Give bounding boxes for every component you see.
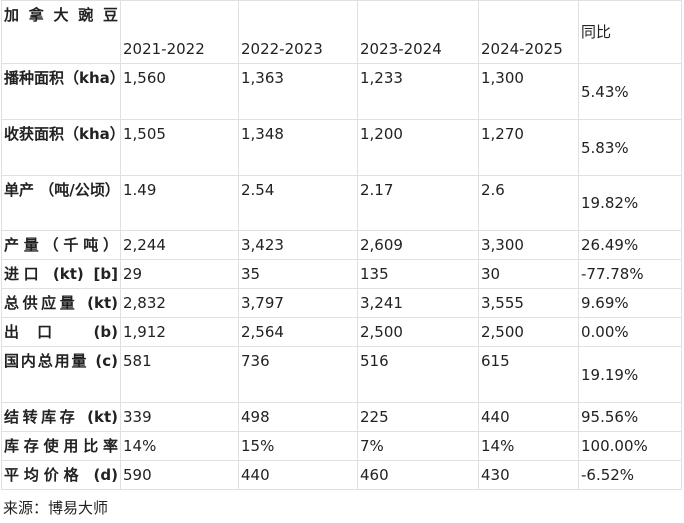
cell-value: 3,555 <box>478 288 579 318</box>
cell-value: 615 <box>478 346 579 403</box>
cell-value: 3,300 <box>478 230 579 260</box>
cell-value: 590 <box>120 460 239 490</box>
cell-value: 14% <box>478 431 579 461</box>
cell-value: 3,797 <box>238 288 358 318</box>
table-row: 加拿大豌豆 2021-2022 2022-2023 2023-2024 2024-202… <box>1 0 682 64</box>
yoy-value: 0.00% <box>578 317 682 347</box>
cell-value: 430 <box>478 460 579 490</box>
year-header: 2022-2023 <box>238 0 358 64</box>
row-label: 结转库存 (kt) <box>1 402 121 432</box>
row-label: 播种面积（kha） <box>1 63 121 120</box>
cell-value: 1,912 <box>120 317 239 347</box>
cell-value: 30 <box>478 259 579 289</box>
cell-value: 35 <box>238 259 358 289</box>
cell-value: 1,560 <box>120 63 239 120</box>
row-label: 产量（千吨） <box>1 230 121 260</box>
cell-value: 2.54 <box>238 175 358 231</box>
cell-value: 736 <box>238 346 358 403</box>
cell-value: 2,609 <box>357 230 479 260</box>
yoy-value: 19.82% <box>578 175 682 231</box>
cell-value: 1,200 <box>357 119 479 176</box>
table-row: 结转库存 (kt) 339 498 225 440 95.56% <box>1 402 682 432</box>
cell-value: 2,564 <box>238 317 358 347</box>
cell-value: 1,363 <box>238 63 358 120</box>
cell-value: 2,500 <box>357 317 479 347</box>
data-table: 加拿大豌豆 2021-2022 2022-2023 2023-2024 2024-202… <box>1 0 682 490</box>
cell-value: 516 <box>357 346 479 403</box>
table-row: 出口 (b) 1,912 2,564 2,500 2,500 0.00% <box>1 317 682 347</box>
cell-value: 29 <box>120 259 239 289</box>
year-header: 2023-2024 <box>357 0 479 64</box>
table-row: 国内总用量 (c) 581 736 516 615 19.19% <box>1 346 682 403</box>
row-label: 单产 （吨/公顷） <box>1 175 121 231</box>
yoy-value: 9.69% <box>578 288 682 318</box>
yoy-value: -6.52% <box>578 460 682 490</box>
yoy-value: 26.49% <box>578 230 682 260</box>
cell-value: 2.17 <box>357 175 479 231</box>
cell-value: 460 <box>357 460 479 490</box>
table-row: 收获面积（kha） 1,505 1,348 1,200 1,270 5.83% <box>1 119 682 176</box>
table-row: 产量（千吨） 2,244 3,423 2,609 3,300 26.49% <box>1 230 682 260</box>
yoy-value: 95.56% <box>578 402 682 432</box>
table-row: 单产 （吨/公顷） 1.49 2.54 2.17 2.6 19.82% <box>1 175 682 231</box>
row-label: 进口 (kt) [b] <box>1 259 121 289</box>
cell-value: 135 <box>357 259 479 289</box>
cell-value: 1,270 <box>478 119 579 176</box>
cell-value: 14% <box>120 431 239 461</box>
cell-value: 339 <box>120 402 239 432</box>
cell-value: 498 <box>238 402 358 432</box>
cell-value: 3,423 <box>238 230 358 260</box>
cell-value: 1,348 <box>238 119 358 176</box>
cell-value: 1,300 <box>478 63 579 120</box>
cell-value: 581 <box>120 346 239 403</box>
cell-value: 225 <box>357 402 479 432</box>
table-row: 库存使用比率 14% 15% 7% 14% 100.00% <box>1 431 682 461</box>
yoy-value: 19.19% <box>578 346 682 403</box>
cell-value: 1.49 <box>120 175 239 231</box>
row-label: 收获面积（kha） <box>1 119 121 176</box>
corner-header: 加拿大豌豆 <box>1 0 121 64</box>
row-label: 平均价格 (d) <box>1 460 121 490</box>
cell-value: 1,233 <box>357 63 479 120</box>
table-row: 平均价格 (d) 590 440 460 430 -6.52% <box>1 460 682 490</box>
cell-value: 440 <box>478 402 579 432</box>
yoy-value: 5.83% <box>578 119 682 176</box>
cell-value: 2,832 <box>120 288 239 318</box>
cell-value: 2.6 <box>478 175 579 231</box>
row-label: 国内总用量 (c) <box>1 346 121 403</box>
yoy-value: 100.00% <box>578 431 682 461</box>
table-row: 播种面积（kha） 1,560 1,363 1,233 1,300 5.43% <box>1 63 682 120</box>
year-header: 2021-2022 <box>120 0 239 64</box>
row-label: 库存使用比率 <box>1 431 121 461</box>
year-header: 2024-2025 <box>478 0 579 64</box>
yoy-header: 同比 <box>578 0 682 64</box>
cell-value: 7% <box>357 431 479 461</box>
source-note: 来源：博易大师 <box>3 499 109 517</box>
cell-value: 1,505 <box>120 119 239 176</box>
cell-value: 2,244 <box>120 230 239 260</box>
cell-value: 3,241 <box>357 288 479 318</box>
row-label: 出口 (b) <box>1 317 121 347</box>
table-row: 进口 (kt) [b] 29 35 135 30 -77.78% <box>1 259 682 289</box>
cell-value: 2,500 <box>478 317 579 347</box>
row-label: 总供应量 (kt) <box>1 288 121 318</box>
cell-value: 15% <box>238 431 358 461</box>
yoy-value: -77.78% <box>578 259 682 289</box>
table-row: 总供应量 (kt) 2,832 3,797 3,241 3,555 9.69% <box>1 288 682 318</box>
yoy-value: 5.43% <box>578 63 682 120</box>
cell-value: 440 <box>238 460 358 490</box>
